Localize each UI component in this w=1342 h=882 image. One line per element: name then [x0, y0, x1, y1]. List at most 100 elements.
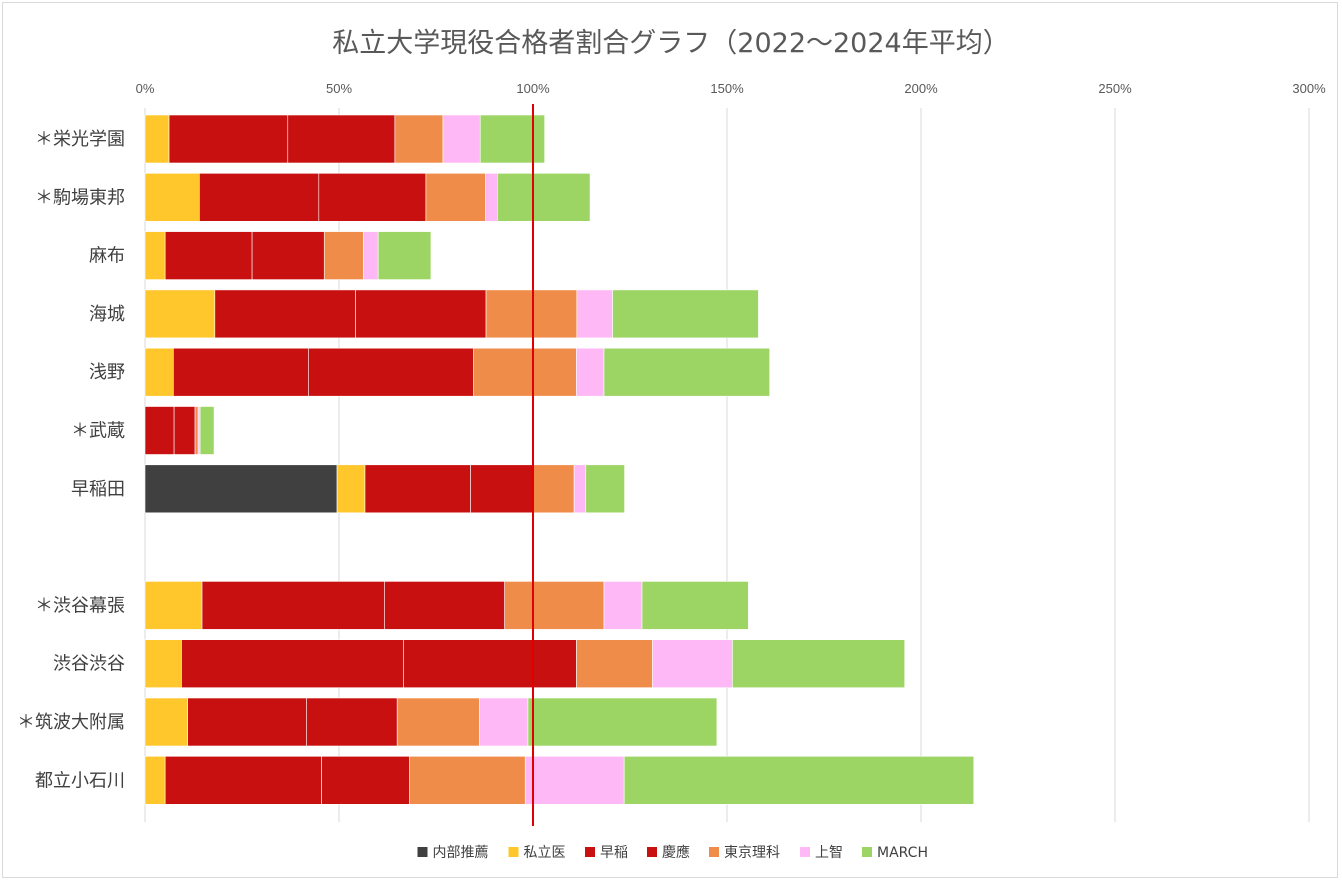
category-label: 浅野 [89, 362, 125, 383]
bar-segment [497, 173, 591, 222]
bar-segment [144, 697, 188, 747]
bar-segment [194, 406, 199, 455]
bar-segment [409, 755, 526, 805]
bar-segment [576, 639, 653, 689]
x-tick-label: 250% [1098, 81, 1132, 96]
bar-segment [532, 464, 575, 514]
bar-segment [527, 697, 718, 747]
legend-swatch [800, 847, 810, 857]
category-label: ＊駒場東邦 [35, 187, 125, 208]
category-label: ＊栄光学園 [35, 129, 125, 150]
bar-segment [144, 173, 200, 222]
legend-label: 慶應 [662, 844, 690, 861]
category-label: ＊渋谷幕張 [35, 595, 125, 616]
category-label: 海城 [89, 304, 125, 325]
bar-segment [306, 697, 398, 747]
legend-swatch [585, 847, 595, 857]
bar-segment [377, 231, 432, 280]
category-label: 渋谷渋谷 [53, 654, 125, 675]
bar-segment [603, 347, 770, 397]
x-tick-label: 100% [516, 81, 550, 96]
bar-segment [287, 114, 396, 164]
bar-segment [164, 231, 253, 280]
bar-segment [732, 639, 906, 689]
bar-segment [144, 639, 182, 689]
bar-segment [144, 464, 338, 514]
bar-segment [199, 406, 215, 455]
bar-segment [585, 464, 625, 514]
bar-segment [479, 114, 545, 164]
legend-label: 東京理科 [724, 845, 780, 861]
bar-segment [321, 755, 410, 805]
bar-segment [612, 289, 759, 339]
bar-segment [173, 406, 196, 455]
legend: 内部推薦 私立医 早稲 慶應 東京理科 上智 MARCH [417, 844, 928, 861]
bar-segment [214, 289, 356, 339]
bar-segment [576, 347, 605, 397]
x-tick-label: 300% [1292, 81, 1326, 96]
legend-label: 内部推薦 [433, 845, 489, 861]
bar-segment [364, 464, 471, 514]
bar-segment [144, 581, 203, 630]
bar-segment [308, 347, 474, 397]
legend-label: 早稲 [600, 845, 628, 861]
bar-segment [144, 406, 175, 455]
legend-label: 上智 [815, 845, 843, 861]
bar-segment [442, 114, 481, 164]
bar-segment [144, 231, 166, 280]
category-label: ＊筑波大附属 [17, 712, 125, 733]
bar-segment [603, 581, 643, 630]
bar-segment [652, 639, 733, 689]
bar-segment [199, 173, 320, 222]
bar-segment [144, 114, 170, 164]
bar-segment [396, 697, 480, 747]
bar-segment [181, 639, 404, 689]
bar-segment [573, 464, 587, 514]
bar-segment [201, 581, 385, 630]
bar-segment [144, 755, 166, 805]
legend-label: 私立医 [524, 845, 566, 861]
bars [144, 114, 975, 805]
legend-label: MARCH [877, 845, 928, 861]
bar-segment [394, 114, 444, 164]
bar-segment [168, 114, 289, 164]
bar-segment [144, 289, 216, 339]
legend-swatch [417, 847, 428, 857]
bar-segment [144, 347, 174, 397]
category-label: ＊武蔵 [71, 421, 125, 442]
legend-swatch [709, 847, 719, 857]
x-tick-label: 0% [136, 81, 155, 96]
chart-title: 私立大学現役合格者割合グラフ（2022〜2024年平均） [332, 28, 1009, 59]
bar-segment [485, 289, 578, 339]
bar-segment [403, 639, 577, 689]
bar-segment [336, 464, 366, 514]
bar-segment [363, 231, 379, 280]
bar-segment [318, 173, 427, 222]
bar-segment [187, 697, 307, 747]
bar-segment [164, 755, 322, 805]
bar-segment [623, 755, 975, 805]
bar-segment [524, 755, 625, 805]
bar-segment [485, 173, 498, 222]
legend-swatch [862, 847, 872, 857]
legend-swatch [508, 847, 519, 857]
bar-segment [473, 347, 577, 397]
x-axis-ticks: 0% 50% 100% 150% 200% 250% 300% [136, 81, 1326, 96]
x-tick-label: 50% [326, 81, 352, 96]
bar-segment [641, 581, 749, 630]
bar-segment [479, 697, 529, 747]
bar-segment [576, 289, 613, 339]
legend-swatch [647, 847, 657, 857]
bar-segment [323, 231, 364, 280]
bar-segment [173, 347, 309, 397]
category-label: 都立小石川 [35, 770, 125, 791]
category-label: 早稲田 [71, 479, 125, 500]
bar-segment [384, 581, 505, 630]
x-tick-label: 200% [904, 81, 938, 96]
category-label: 麻布 [89, 246, 125, 267]
bar-segment [504, 581, 605, 630]
bar-segment [251, 231, 325, 280]
